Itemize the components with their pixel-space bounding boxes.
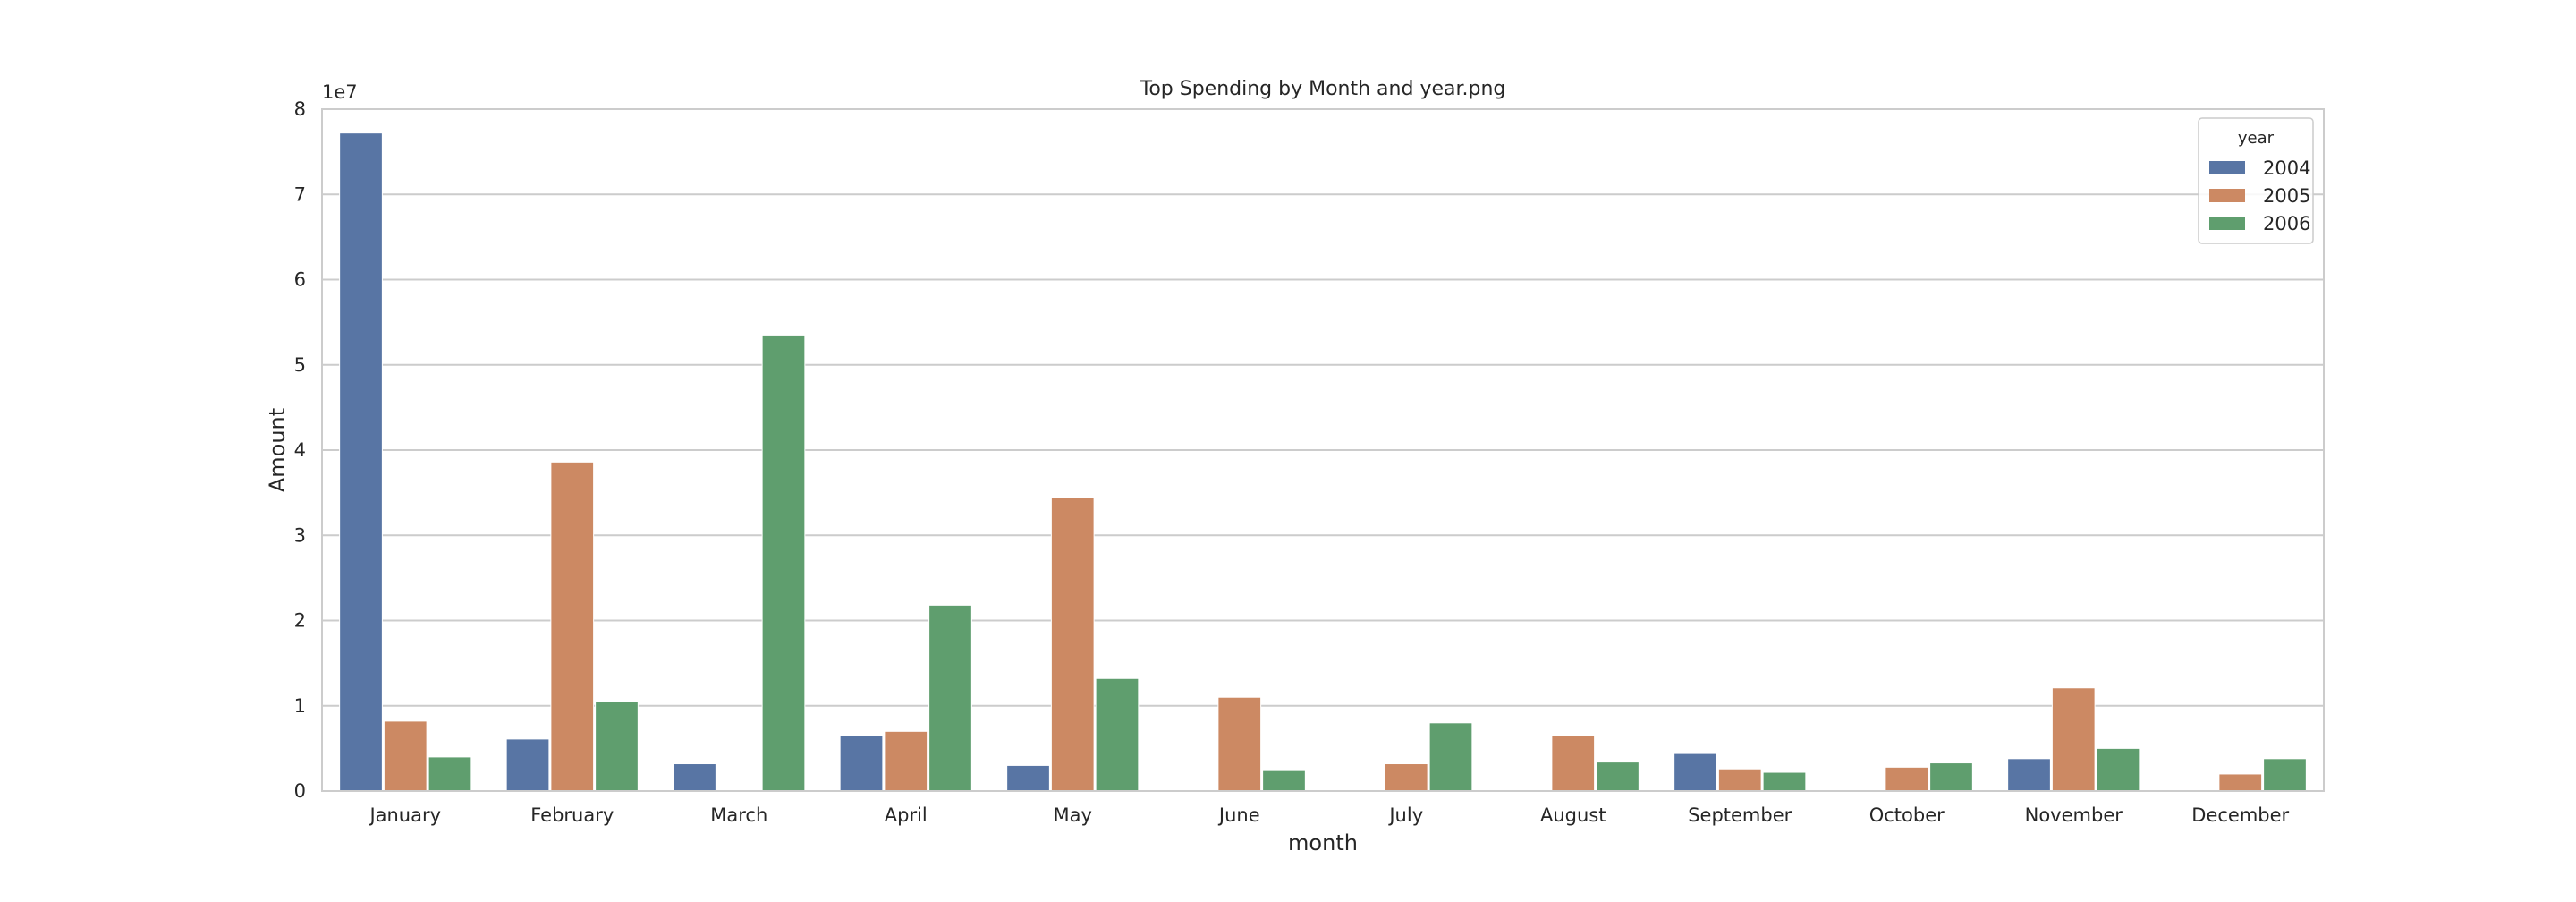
x-axis-label: month [1288, 830, 1358, 855]
x-tick-label: November [2025, 804, 2123, 826]
y-tick-label: 1 [294, 695, 306, 717]
y-tick-label: 5 [294, 354, 306, 376]
y-axis-label: Amount [265, 408, 290, 492]
bar-2005-february [550, 461, 595, 792]
legend-items: 2004 2005 2006 [2209, 157, 2310, 234]
legend-label-2004: 2004 [2263, 157, 2310, 179]
bar-2005-april [884, 730, 928, 792]
legend-label-2005: 2005 [2263, 185, 2310, 207]
x-tick-labels: January February March April May June July Augu… [368, 804, 2289, 826]
bars [339, 132, 2307, 792]
bar-2006-june [1262, 770, 1306, 792]
bar-2004-january [339, 132, 383, 792]
bar-2005-december [2218, 773, 2263, 792]
y-axis-offset-label: 1e7 [322, 81, 358, 103]
bar-2005-november [2051, 687, 2096, 792]
grid [322, 108, 2324, 792]
bar-2006-may [1095, 677, 1140, 792]
bar-2004-february [505, 738, 550, 792]
legend-label-2006: 2006 [2263, 213, 2310, 234]
x-tick-label: May [1054, 804, 1092, 826]
bar-2005-august [1551, 735, 1596, 792]
chart-title: Top Spending by Month and year.png [1140, 78, 1506, 100]
bar-2004-may [1006, 764, 1050, 792]
bar-2006-august [1596, 762, 1640, 792]
x-tick-label: September [1688, 804, 1792, 826]
bar-2006-april [928, 604, 972, 792]
x-tick-label: October [1869, 804, 1945, 826]
y-tick-label: 0 [294, 780, 306, 802]
bar-2006-february [595, 701, 639, 792]
bar-2006-july [1428, 722, 1473, 792]
x-tick-label: August [1540, 804, 1606, 826]
bar-2006-october [1929, 762, 1973, 792]
legend-swatch-2005 [2209, 189, 2245, 202]
y-tick-label: 2 [294, 610, 306, 632]
bar-2006-march [761, 334, 806, 792]
bar-2004-september [1674, 753, 1717, 792]
bar-2005-june [1217, 696, 1262, 792]
legend: year 2004 2005 2006 [2198, 117, 2314, 244]
y-tick-labels: 0 1 2 3 4 5 6 7 8 [294, 98, 306, 802]
x-tick-label: June [1217, 804, 1260, 826]
bar-2005-may [1050, 497, 1095, 792]
bar-2006-november [2096, 747, 2140, 792]
bar-2005-september [1717, 768, 1762, 792]
bar-2004-november [2007, 758, 2051, 792]
legend-title: year [2238, 129, 2275, 148]
y-tick-label: 8 [294, 98, 306, 120]
y-tick-label: 6 [294, 269, 306, 291]
bar-2005-january [383, 720, 428, 792]
x-tick-label: July [1387, 804, 1423, 826]
x-tick-label: March [710, 804, 767, 826]
plot-frame [321, 108, 2325, 792]
bar-2006-september [1762, 771, 1807, 792]
bar-2006-january [428, 756, 472, 792]
legend-swatch-2004 [2209, 161, 2245, 174]
bar-2004-march [673, 763, 716, 792]
bar-2006-december [2263, 758, 2307, 792]
x-tick-label: December [2191, 804, 2289, 826]
y-tick-label: 4 [294, 439, 306, 461]
bar-2004-april [839, 735, 884, 792]
y-tick-label: 3 [294, 524, 306, 546]
x-tick-label: February [530, 804, 614, 826]
x-tick-label: January [368, 804, 441, 826]
y-tick-label: 7 [294, 183, 306, 205]
legend-swatch-2006 [2209, 217, 2245, 230]
bar-2005-july [1384, 763, 1428, 792]
x-tick-label: April [885, 804, 928, 826]
bar-2005-october [1885, 766, 1929, 792]
legend-box [2198, 117, 2314, 244]
